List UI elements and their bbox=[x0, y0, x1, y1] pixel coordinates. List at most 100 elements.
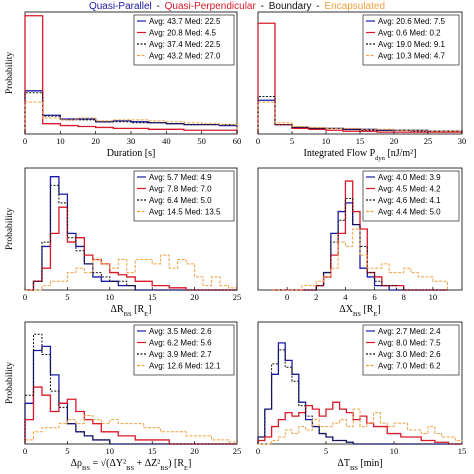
stats-legend-box bbox=[133, 324, 235, 376]
stats-legend: Avg: 5.7 Med: 4.9 Avg: 7.8 Med: 7.0 Avg: 6… bbox=[133, 170, 235, 222]
x-tick-label: 25 bbox=[424, 136, 433, 146]
panel-delta-r: 0 5 10 15 20 25 ΔRBS [RE] Probability Avg: 5.7 M… bbox=[5, 167, 242, 318]
x-tick-label: 10 bbox=[106, 292, 115, 302]
series-line-2 bbox=[257, 349, 462, 445]
stats-legend: Avg: 43.7 Med: 22.5 Avg: 20.8 Med: 4.5 Avg… bbox=[133, 14, 235, 66]
x-tick-label: 0 bbox=[256, 446, 260, 456]
stats-legend: Avg: 20.6 Med: 7.5 Avg: 0.6 Med: 0.2 Avg: … bbox=[362, 14, 460, 66]
series-line-1 bbox=[257, 401, 462, 445]
x-tick-label: 5 bbox=[290, 136, 294, 146]
y-axis-label: Probability bbox=[5, 208, 15, 250]
legend-encapsulated: Encapsulated bbox=[324, 1, 386, 12]
stats-legend-entry: Avg: 6.2 Med: 5.6 bbox=[149, 339, 212, 348]
stats-legend: Avg: 2.7 Med: 2.4 Avg: 8.0 Med: 7.5 Avg: 3… bbox=[362, 324, 460, 376]
stats-legend-entry: Avg: 5.7 Med: 4.9 bbox=[149, 173, 212, 182]
x-tick-label: 25 bbox=[233, 446, 242, 456]
x-tick-label: 6 bbox=[372, 292, 376, 302]
series-line-1 bbox=[24, 15, 238, 134]
x-tick-label: 40 bbox=[162, 136, 171, 146]
stats-legend-entry: Avg: 20.8 Med: 4.5 bbox=[149, 29, 217, 38]
series-line-3 bbox=[257, 101, 463, 134]
y-axis-label: Probability bbox=[5, 52, 15, 94]
x-axis-label: Integrated Flow Pdyn [nJ/m²] bbox=[303, 148, 416, 162]
stats-legend-entry: Avg: 7.8 Med: 7.0 bbox=[149, 185, 212, 194]
x-tick-label: 50 bbox=[197, 136, 206, 146]
stats-legend-entry: Avg: 12.6 Med: 12.1 bbox=[149, 362, 221, 371]
stats-legend: Avg: 3.5 Med: 2.6 Avg: 6.2 Med: 5.6 Avg: 3… bbox=[133, 324, 235, 376]
stats-legend-entry: Avg: 3.9 Med: 2.7 bbox=[149, 350, 212, 359]
legend-separator: - bbox=[313, 1, 323, 12]
stats-legend-entry: Avg: 43.7 Med: 22.5 bbox=[149, 17, 221, 26]
series-line-2 bbox=[24, 92, 238, 134]
stats-legend-entry: Avg: 43.2 Med: 27.0 bbox=[149, 52, 221, 61]
x-tick-label: 10 bbox=[429, 292, 438, 302]
legend-separator: - bbox=[153, 1, 163, 12]
x-tick-label: 15 bbox=[356, 136, 365, 146]
stats-legend-box bbox=[362, 14, 460, 66]
x-tick-label: 30 bbox=[127, 136, 136, 146]
x-tick-label: 20 bbox=[390, 136, 399, 146]
stats-legend-box bbox=[362, 170, 460, 222]
legend-separator: - bbox=[257, 1, 267, 12]
x-tick-label: 15 bbox=[148, 292, 157, 302]
stats-legend-box bbox=[133, 170, 235, 222]
stats-legend-entry: Avg: 4.6 Med: 4.1 bbox=[378, 196, 441, 205]
x-tick-label: 0 bbox=[285, 292, 289, 302]
stats-legend-entry: Avg: 14.5 Med: 13.5 bbox=[149, 208, 221, 217]
x-tick-label: 10 bbox=[56, 136, 65, 146]
x-tick-label: 60 bbox=[233, 136, 242, 146]
x-tick-label: 20 bbox=[190, 292, 199, 302]
x-tick-label: 15 bbox=[148, 446, 157, 456]
x-tick-label: 5 bbox=[324, 446, 328, 456]
series-line-3 bbox=[272, 228, 448, 291]
panel-integrated-flow: 0 5 10 15 20 25 30 Integrated Flow Pdyn [nJ/m²]… bbox=[256, 11, 467, 162]
x-axis-label: ΔXBS [RE] bbox=[339, 304, 380, 318]
stats-legend-entry: Avg: 3.0 Med: 2.6 bbox=[378, 350, 441, 359]
x-tick-label: 10 bbox=[322, 136, 331, 146]
stats-legend-entry: Avg: 3.5 Med: 2.6 bbox=[149, 327, 212, 336]
plot-frame bbox=[257, 167, 463, 291]
x-tick-label: 5 bbox=[65, 446, 69, 456]
x-tick-label: 10 bbox=[106, 446, 115, 456]
legend-quasi-perpendicular: Quasi-Perpendicular bbox=[164, 1, 256, 12]
x-tick-label: 15 bbox=[458, 446, 467, 456]
stats-legend-entry: Avg: 4.5 Med: 4.2 bbox=[378, 185, 441, 194]
x-tick-label: 2 bbox=[314, 292, 318, 302]
stats-legend-entry: Avg: 20.6 Med: 7.5 bbox=[378, 17, 446, 26]
x-tick-label: 10 bbox=[390, 446, 399, 456]
x-tick-label: 0 bbox=[256, 136, 260, 146]
stats-legend-entry: Avg: 7.0 Med: 6.2 bbox=[378, 362, 441, 371]
x-tick-label: 0 bbox=[23, 446, 27, 456]
series-line-2 bbox=[272, 198, 448, 291]
x-tick-label: 25 bbox=[233, 292, 242, 302]
x-tick-label: 0 bbox=[23, 292, 27, 302]
x-tick-label: 4 bbox=[343, 292, 348, 302]
series-line-0 bbox=[24, 90, 238, 134]
panel-duration: 0 10 20 30 40 50 60 Duration [s] Probability Avg:… bbox=[5, 11, 242, 159]
series-line-2 bbox=[25, 184, 237, 291]
series-line-2 bbox=[24, 333, 237, 445]
panel-delta-rho: 0 5 10 15 20 25 ΔρBS = √(ΔY²BS + ΔZ²BS) [RE] Pr… bbox=[5, 321, 242, 472]
stats-legend-box bbox=[133, 14, 235, 66]
x-tick-label: 0 bbox=[23, 136, 27, 146]
stats-legend-entry: Avg: 37.4 Med: 22.5 bbox=[149, 40, 221, 49]
stats-legend-entry: Avg: 0.6 Med: 0.2 bbox=[378, 29, 441, 38]
plot-frame bbox=[24, 167, 238, 291]
series-legend: Quasi-Parallel - Quasi-Perpendicular - B… bbox=[0, 1, 474, 12]
stats-legend-box bbox=[362, 324, 460, 376]
stats-legend-entry: Avg: 6.4 Med: 5.0 bbox=[149, 196, 212, 205]
x-tick-label: 20 bbox=[190, 446, 199, 456]
x-tick-label: 30 bbox=[458, 136, 467, 146]
x-axis-label: Duration [s] bbox=[107, 148, 156, 159]
y-axis-label: Probability bbox=[5, 362, 15, 404]
x-axis-label: ΔTBS [min] bbox=[337, 458, 382, 472]
x-axis-label: ΔρBS = √(ΔY²BS + ΔZ²BS) [RE] bbox=[71, 458, 192, 472]
x-tick-label: 8 bbox=[402, 292, 406, 302]
series-line-1 bbox=[25, 206, 237, 291]
stats-legend-entry: Avg: 4.4 Med: 5.0 bbox=[378, 208, 441, 217]
stats-legend-entry: Avg: 2.7 Med: 2.4 bbox=[378, 327, 441, 336]
stats-legend-entry: Avg: 8.0 Med: 7.5 bbox=[378, 339, 441, 348]
x-tick-label: 5 bbox=[65, 292, 69, 302]
